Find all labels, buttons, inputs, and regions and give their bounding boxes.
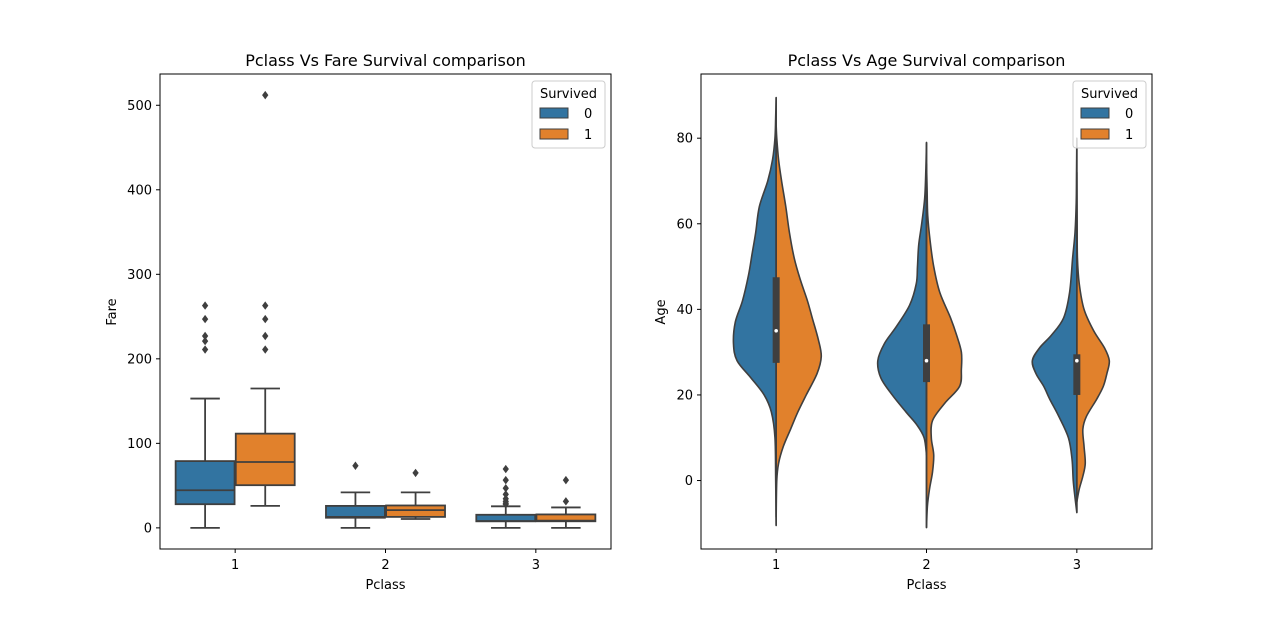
inner-box-pclass-1 [772,97,780,526]
plot-frame [159,73,612,550]
legend-swatch-0 [539,107,569,119]
plot-area [732,96,1111,529]
legend-title: Survived [1081,87,1138,102]
outlier-point [201,314,209,324]
violin-half-series-1-pclass-1 [775,124,823,518]
chart-title: Pclass Vs Age Survival comparison [788,51,1066,70]
quartile-box [1073,354,1081,395]
median-point [1075,358,1079,363]
outlier-point [262,331,269,341]
axis-ticks: 0 100 200 300 400 500 1 2 3 [127,99,540,573]
y-axis-label: Age [654,299,669,324]
x-axis-label: Pclass [365,578,405,593]
box-series-1-pclass-3 [535,475,597,529]
outlier-point [502,490,509,499]
outlier-point [562,497,570,506]
violin-half-series-0-pclass-2 [876,141,928,456]
outlier-point [562,475,570,485]
legend-swatch-1 [539,128,569,140]
y-tick-label: 300 [127,268,152,283]
outlier-point [201,331,209,341]
outlier-point [262,314,269,324]
inner-box-pclass-3 [1073,138,1081,513]
legend: Survived 0 1 [1072,80,1147,149]
y-axis-label: Fare [105,298,120,325]
outlier-point [201,345,209,354]
outlier-point [262,90,269,100]
y-tick-label: 40 [676,303,693,318]
outlier-point [412,468,419,478]
y-tick-label: 0 [685,474,693,489]
box [174,460,236,506]
y-tick-label: 100 [127,437,152,452]
violin-half-series-0-pclass-1 [732,96,777,527]
x-tick-label: 2 [381,558,389,573]
violin-half-series-1-pclass-2 [925,163,963,529]
outlier-point [352,461,359,470]
x-axis-label: Pclass [906,578,946,593]
quartile-box [923,324,930,383]
outlier-point [201,301,209,310]
box-series-0-pclass-2 [325,461,386,529]
outlier-point [502,494,509,503]
outlier-point [262,345,269,354]
chart-title: Pclass Vs Fare Survival comparison [245,51,526,70]
box [325,504,386,519]
y-tick-label: 0 [144,521,152,536]
plot-area [174,90,597,529]
y-tick-label: 400 [127,183,152,198]
fare-boxplot-chart: Pclass Vs Fare Survival comparison Pclas… [105,51,612,593]
y-tick-label: 20 [676,388,693,403]
outlier-point [262,301,269,310]
legend-swatch-1 [1080,128,1110,140]
box-series-0-pclass-3 [475,464,537,529]
y-tick-label: 500 [127,99,152,114]
y-tick-label: 60 [676,217,693,232]
y-tick-label: 80 [676,132,693,147]
legend-title: Survived [540,87,597,102]
age-violin-chart: Pclass Vs Age Survival comparison Pclass… [654,51,1153,593]
outlier-point [201,336,209,346]
plot-frame [700,73,1153,550]
legend-label-0: 0 [584,107,592,122]
median-point [924,358,929,363]
box [385,504,446,518]
violin-half-series-1-pclass-3 [1076,171,1111,503]
legend-swatch-0 [1080,107,1110,119]
legend-label-1: 1 [584,128,592,143]
box [234,432,296,487]
violin-half-series-0-pclass-3 [1031,137,1078,514]
axis-ticks: 0 20 40 60 80 1 2 3 [676,132,1081,573]
y-tick-label: 200 [127,352,152,367]
legend-label-1: 1 [1125,128,1133,143]
median-point [774,328,778,333]
x-tick-label: 1 [231,558,239,573]
outlier-point [502,484,509,493]
legend-label-0: 0 [1125,107,1133,122]
box-series-1-pclass-2 [385,468,446,520]
x-tick-label: 3 [532,558,540,573]
quartile-box [772,277,780,363]
outlier-point [502,464,509,474]
box-series-0-pclass-1 [174,301,236,529]
x-tick-label: 1 [772,558,780,573]
inner-box-pclass-2 [923,142,930,528]
outlier-point [502,475,509,485]
x-tick-label: 2 [922,558,930,573]
x-tick-label: 3 [1073,558,1081,573]
legend: Survived 0 1 [531,80,606,149]
box-series-1-pclass-1 [234,90,296,507]
